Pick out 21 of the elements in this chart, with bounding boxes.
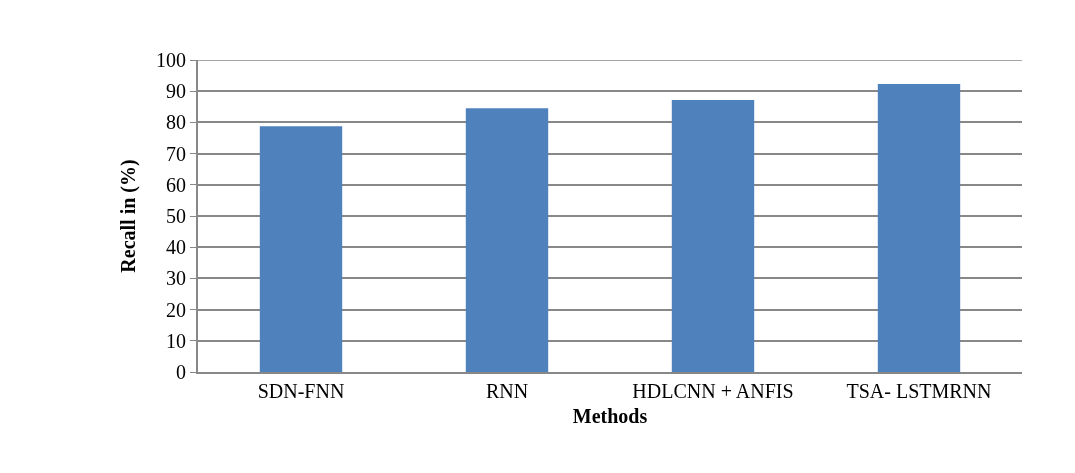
y-tick-label: 70 — [166, 142, 186, 165]
y-tick-label: 0 — [176, 361, 186, 383]
x-tick-label: HDLCNN + ANFIS — [632, 380, 794, 402]
y-tick-label: 40 — [166, 236, 186, 259]
x-axis-title: Methods — [572, 405, 648, 427]
y-axis-title: Recall in (%) — [117, 159, 140, 273]
y-tick-label: 90 — [166, 80, 186, 103]
x-tick-label: TSA- LSTMRNN — [846, 380, 992, 402]
y-tick-label: 30 — [166, 267, 186, 290]
bar — [877, 84, 961, 372]
y-tick-label: 100 — [156, 49, 186, 71]
x-tick-label: RNN — [485, 380, 529, 402]
bar — [465, 108, 549, 372]
y-tick-label: 80 — [166, 111, 186, 134]
x-tick-label: SDN-FNN — [257, 380, 345, 402]
y-tick-label: 20 — [166, 298, 186, 321]
bar — [671, 99, 755, 372]
y-tick-label: 50 — [166, 205, 186, 227]
bar — [259, 126, 343, 372]
y-tick-label: 60 — [166, 173, 186, 196]
y-tick-label: 10 — [166, 329, 186, 352]
